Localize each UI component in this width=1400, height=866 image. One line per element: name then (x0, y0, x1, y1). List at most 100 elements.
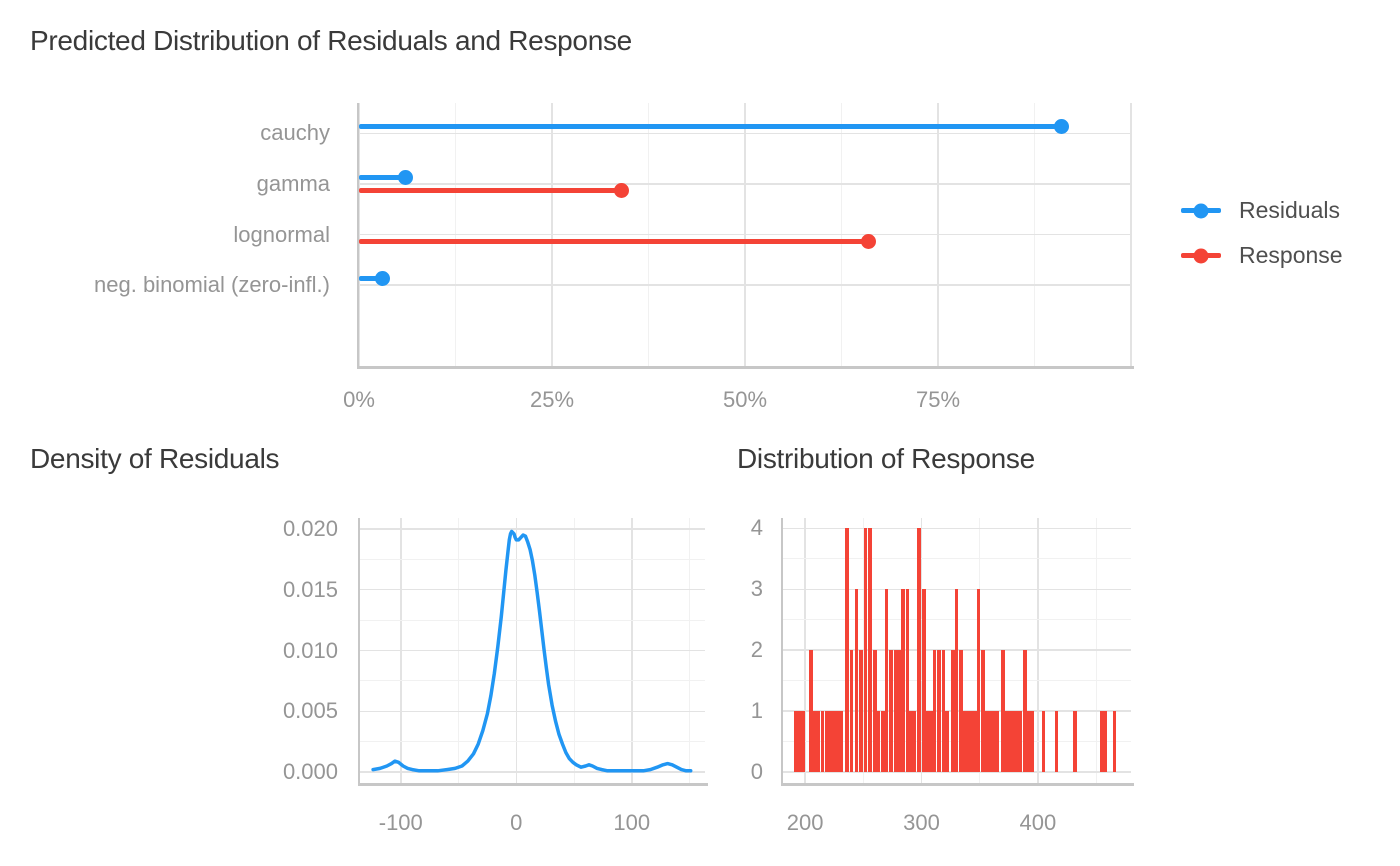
histogram-bar (894, 650, 898, 773)
histogram-bar (1023, 650, 1027, 773)
histogram-bar (868, 528, 873, 773)
legend-label-0: Residuals (1239, 197, 1340, 223)
histogram-bar (809, 650, 813, 773)
histogram-bar (1112, 711, 1117, 773)
y-tick-label: 2 (750, 637, 763, 663)
histogram-bar (1054, 711, 1059, 773)
legend-item-0: Residuals (1181, 188, 1343, 233)
lollipop-dot-response (861, 233, 877, 249)
x-tick-label: 0% (343, 387, 375, 412)
y-gridline-major (360, 710, 705, 713)
histogram-bar (854, 589, 859, 773)
lollipop-line-residuals (359, 124, 1062, 130)
y-axis-line (781, 518, 783, 786)
lollipop-dot-residuals (374, 271, 390, 287)
histogram-bar (1103, 711, 1108, 773)
histogram-bar (863, 528, 868, 773)
histogram-bar (825, 711, 830, 773)
histogram-bar (828, 711, 833, 773)
histogram-bar (1030, 711, 1034, 773)
histogram-bar (793, 711, 798, 773)
lollipop-chart-title: Predicted Distribution of Residuals and … (30, 25, 632, 56)
lollipop-category-labels: cauchy gamma lognormal neg. binomial (zero-… (0, 103, 330, 366)
density-x-axis: -100 0 100 (360, 809, 705, 837)
y-gridline-minor (360, 619, 705, 621)
histogram-bar (954, 589, 959, 773)
category-label: lognormal (233, 221, 330, 247)
x-tick-label: 200 (786, 810, 824, 835)
y-gridline-minor (783, 558, 1131, 560)
x-tick-label: 50% (722, 387, 768, 412)
y-gridline-major (360, 588, 705, 591)
histogram-bar (845, 528, 849, 773)
histogram-bar (1011, 711, 1016, 773)
category-label: neg. binomial (zero-infl.) (94, 272, 330, 298)
y-tick-label: 0.000 (282, 759, 338, 785)
x-axis-line (781, 783, 1134, 786)
histogram-bar (1073, 711, 1077, 773)
histogram-y-labels: 0 1 2 3 4 (660, 515, 763, 784)
legend-item-1: Response (1181, 233, 1343, 278)
histogram-bar (800, 711, 805, 773)
legend-swatch-line-0 (1181, 203, 1221, 218)
lollipop-dot-residuals (397, 169, 413, 185)
y-gridline-major (783, 771, 1131, 773)
histogram-bar (812, 711, 817, 773)
histogram-chart-title: Distribution of Response (737, 443, 1035, 474)
histogram-bar (820, 711, 825, 773)
y-tick-label: 0.020 (282, 515, 338, 541)
x-tick-label: 400 (1019, 810, 1057, 835)
histogram-bar (959, 650, 963, 773)
y-tick-label: 0.015 (282, 576, 338, 602)
histogram-bar (901, 589, 905, 773)
y-tick-label: 1 (750, 698, 763, 724)
y-gridline-major (360, 528, 705, 530)
histogram-bar (912, 711, 917, 773)
y-axis-line (357, 103, 359, 369)
histogram-bar (905, 589, 910, 773)
histogram-bar (995, 711, 999, 773)
histogram-bar (849, 650, 854, 773)
lollipop-dot-residuals (1054, 119, 1070, 135)
histogram-bar (951, 650, 955, 773)
lollipop-x-axis: 0% 25% 50% 75% (343, 386, 1131, 414)
lollipop-panel (357, 103, 1134, 369)
histogram-bar (897, 650, 902, 773)
histogram-bar (984, 711, 989, 773)
histogram-bar (1015, 711, 1019, 773)
histogram-bar (932, 650, 937, 773)
y-tick-label: 0.005 (282, 698, 338, 724)
histogram-bar (1100, 711, 1104, 773)
histogram-bar (922, 589, 926, 773)
histogram-bar (1008, 711, 1012, 773)
category-gridline (359, 233, 1131, 236)
legend: Residuals Response (1181, 188, 1343, 278)
y-gridline-minor (360, 741, 705, 743)
y-tick-label: 3 (750, 576, 763, 602)
lollipop-line-residuals (359, 174, 406, 180)
legend-swatch-dot-0 (1193, 203, 1209, 218)
histogram-bar (976, 589, 981, 773)
density-chart-title: Density of Residuals (30, 443, 280, 474)
histogram-bar (884, 589, 889, 773)
histogram-bar (816, 711, 820, 773)
legend-swatch-line-1 (1181, 248, 1221, 263)
histogram-bar (1026, 711, 1031, 773)
lollipop-line-response (359, 238, 869, 244)
histogram-bar (839, 711, 843, 773)
x-axis-line (357, 366, 1134, 369)
y-tick-label: 0.010 (282, 637, 338, 663)
density-y-labels: 0.000 0.005 0.010 0.015 0.020 (150, 515, 338, 785)
x-gridline-major (1130, 103, 1132, 366)
histogram-bar (962, 711, 967, 773)
histogram-bar (973, 711, 977, 773)
histogram-bar (797, 711, 802, 773)
category-gridline (359, 284, 1131, 286)
x-axis-line (358, 783, 708, 786)
histogram-bar (889, 650, 894, 773)
histogram-bar (941, 650, 946, 773)
histogram-bar (937, 650, 941, 773)
y-tick-label: 4 (750, 515, 763, 541)
histogram-bar (873, 650, 877, 773)
